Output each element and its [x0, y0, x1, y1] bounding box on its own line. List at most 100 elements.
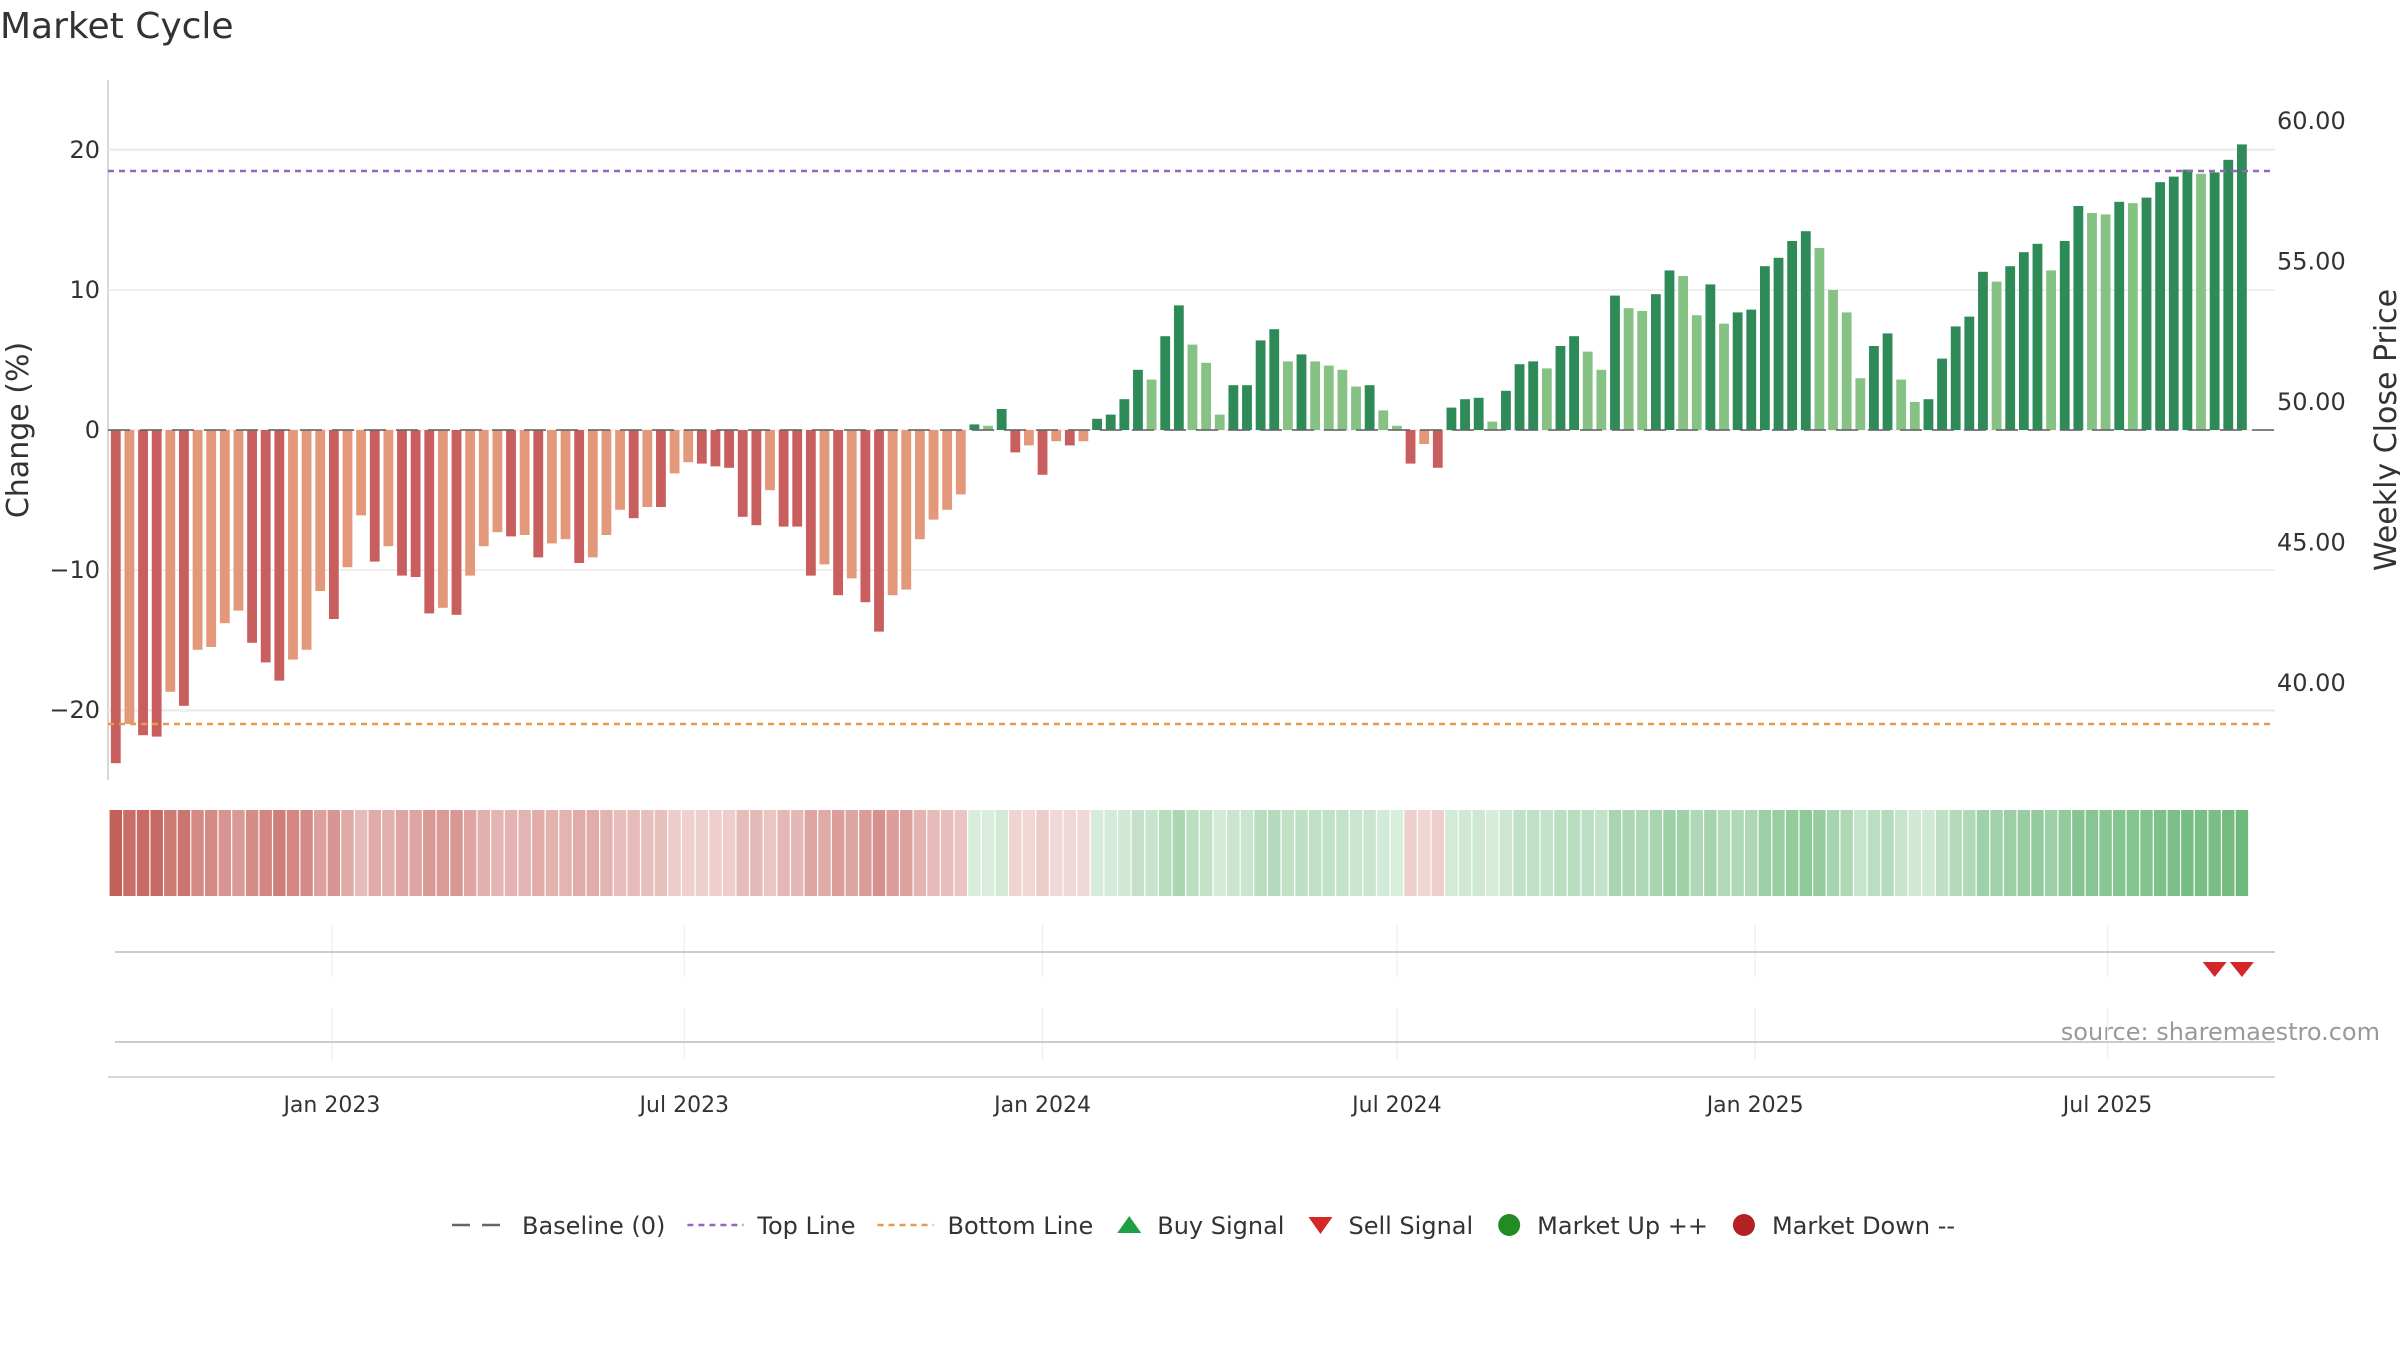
- y-axis-label: Change (%): [1, 342, 36, 518]
- bar: [2018, 252, 2029, 430]
- bar: [669, 430, 680, 474]
- strip-cell: [1417, 810, 1431, 896]
- bar: [751, 430, 762, 526]
- strip-cell: [872, 810, 886, 896]
- bar: [1950, 326, 1961, 430]
- strip-cell: [1159, 810, 1172, 896]
- strip-cell: [968, 810, 981, 896]
- bar: [1882, 333, 1893, 430]
- bar: [1841, 312, 1852, 430]
- strip-cell: [491, 810, 504, 896]
- strip-cell: [423, 810, 436, 896]
- bar: [2114, 201, 2125, 430]
- strip-cell: [1377, 810, 1390, 896]
- bar: [1596, 369, 1607, 430]
- axis-ticks: 20 10 0 −10 −20 60.00 55.00 50.00 45.00 40.00 Jan …: [49, 107, 2345, 1118]
- strip-cell: [1049, 810, 1063, 896]
- bar: [860, 430, 871, 603]
- strip-cell: [1009, 810, 1022, 896]
- bar: [1487, 421, 1498, 430]
- bar: [478, 430, 489, 547]
- strip-cell: [1663, 810, 1676, 896]
- legend-market-down-swatch: [1732, 1214, 1755, 1236]
- strip-cell: [1758, 810, 1772, 896]
- bar: [1269, 329, 1280, 430]
- strip-cell: [1567, 810, 1581, 896]
- strip-cell: [532, 810, 545, 896]
- bar: [1323, 365, 1334, 430]
- bar: [1064, 430, 1075, 446]
- strip-cell: [1608, 810, 1622, 896]
- bar: [533, 430, 544, 558]
- strip-cell: [232, 810, 245, 896]
- bar: [955, 430, 966, 495]
- bar: [151, 430, 162, 737]
- strip-cell: [1622, 810, 1635, 896]
- bar: [1160, 336, 1171, 430]
- strip-cell: [654, 810, 668, 896]
- bar: [2223, 159, 2234, 431]
- bar: [833, 430, 844, 596]
- strip-cell: [2003, 810, 2017, 896]
- strip-cell: [1636, 810, 1649, 896]
- strip-cell: [804, 810, 818, 896]
- strip-cell: [2085, 810, 2099, 896]
- bar: [1378, 410, 1389, 430]
- heat-strip: [109, 810, 2249, 896]
- strip-cell: [695, 810, 709, 896]
- strip-cell: [791, 810, 804, 896]
- bar: [710, 430, 721, 467]
- strip-cell: [1963, 810, 1976, 896]
- bar: [1078, 430, 1089, 442]
- legend-label: Market Up ++: [1537, 1212, 1708, 1240]
- bar: [1364, 385, 1375, 430]
- bar: [492, 430, 503, 533]
- bar: [805, 430, 816, 576]
- y-tick-label: −10: [49, 556, 100, 584]
- bar: [1528, 361, 1539, 430]
- bar: [1541, 368, 1552, 430]
- strip-cell: [123, 810, 136, 896]
- bar: [574, 430, 585, 563]
- bar: [519, 430, 530, 535]
- strip-cell: [668, 810, 681, 896]
- strip-cell: [1322, 810, 1335, 896]
- bar: [1214, 414, 1225, 430]
- strip-cell: [1908, 810, 1922, 896]
- strip-cell: [2140, 810, 2153, 896]
- bar: [1173, 305, 1184, 430]
- bar: [1732, 312, 1743, 430]
- bar: [451, 430, 462, 615]
- strip-cell: [1295, 810, 1308, 896]
- strip-cell: [177, 810, 191, 896]
- bar: [1610, 295, 1620, 430]
- bar: [587, 430, 598, 558]
- bar: [1800, 231, 1811, 430]
- strip-cell: [927, 810, 940, 896]
- strip-cell: [136, 810, 150, 896]
- bar: [110, 430, 121, 764]
- bar: [1855, 378, 1866, 430]
- bar: [424, 430, 435, 614]
- strip-cell: [1785, 810, 1799, 896]
- strip-cell: [1731, 810, 1744, 896]
- bar: [1392, 425, 1402, 430]
- bar: [301, 430, 312, 650]
- strip-cell: [1336, 810, 1349, 896]
- bar: [1351, 386, 1361, 430]
- bar: [601, 430, 612, 535]
- bar: [1719, 323, 1729, 430]
- bar: [983, 425, 993, 430]
- bar: [2168, 176, 2179, 430]
- strip-cell: [763, 810, 777, 896]
- bar: [642, 430, 653, 507]
- bar: [819, 430, 830, 565]
- bar: [1569, 336, 1579, 430]
- bar: [397, 430, 407, 576]
- strip-cell: [164, 810, 177, 896]
- signal-panel: [108, 951, 2275, 1078]
- bar: [1460, 399, 1470, 430]
- bar: [1501, 390, 1511, 430]
- strip-cell: [845, 810, 858, 896]
